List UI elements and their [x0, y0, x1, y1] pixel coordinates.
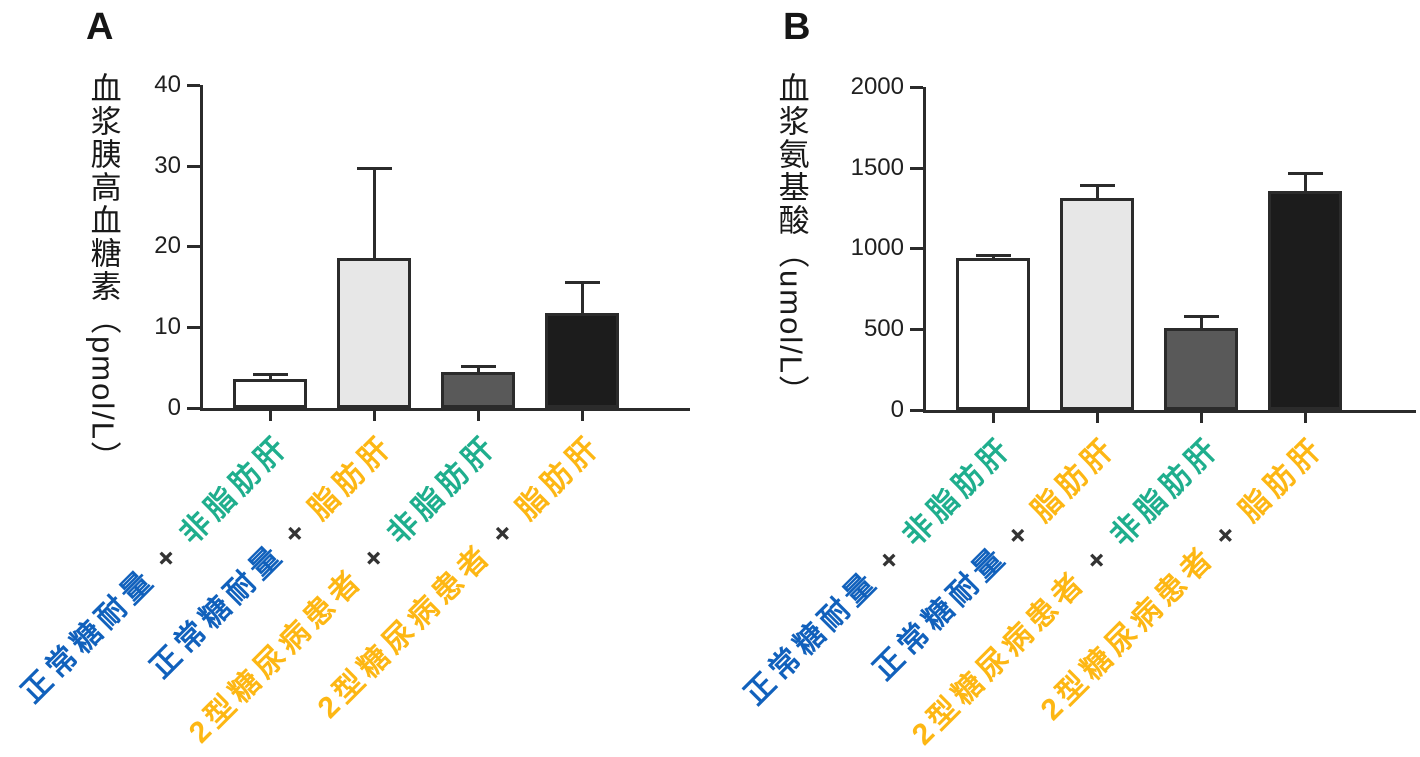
x-category-segment: 2型糖尿病患者 — [311, 537, 499, 725]
x-category-segment: 2型糖尿病患者 — [182, 562, 371, 750]
error-bar-cap — [1079, 184, 1115, 187]
panel-a-label: A — [86, 6, 114, 48]
x-category-segment: 正常糖耐量 — [15, 562, 163, 710]
x-tick — [1200, 413, 1203, 423]
x-tick — [373, 411, 376, 421]
y-tick-label: 2000 — [850, 73, 904, 100]
bar — [1060, 198, 1134, 410]
bar — [1164, 328, 1238, 410]
error-bar-whisker — [1096, 184, 1099, 204]
y-tick-label: 1500 — [850, 154, 904, 181]
panel-a-y-axis-title: 血浆胰高血糖素（pmol/L） — [85, 72, 121, 475]
x-axis-line — [200, 408, 690, 411]
x-tick — [269, 411, 272, 421]
y-axis-line — [200, 85, 203, 411]
y-tick — [187, 407, 200, 410]
x-category-segment: 脂肪肝 — [510, 428, 608, 527]
bar — [545, 313, 619, 408]
y-axis-line — [923, 87, 926, 413]
x-tick — [992, 413, 995, 423]
panel-b-label: B — [783, 6, 811, 48]
panel-b-plot-area: 2000 1500 1000 500 0 正常糖耐量 + 非脂肪肝 正常糖耐量 + 脂肪肝 2… — [738, 75, 1416, 752]
error-bar-cap — [1183, 315, 1219, 318]
y-tick-label: 20 — [154, 232, 181, 259]
bar — [233, 379, 307, 408]
error-bar-cap — [356, 167, 392, 170]
x-tick — [1304, 413, 1307, 423]
bar — [337, 258, 411, 408]
error-bar-cap — [564, 281, 600, 284]
x-tick — [477, 411, 480, 421]
y-tick — [910, 328, 923, 331]
y-tick-label: 1000 — [850, 234, 904, 261]
y-tick — [910, 409, 923, 412]
x-category-segment: 脂肪肝 — [1025, 430, 1123, 529]
error-bar-cap — [460, 365, 496, 368]
error-bar-whisker — [581, 281, 584, 319]
y-tick-label: 40 — [154, 71, 181, 98]
x-tick — [581, 411, 584, 421]
y-tick — [187, 165, 200, 168]
y-tick-label: 0 — [167, 394, 181, 421]
x-category-segment: 脂肪肝 — [1233, 430, 1331, 529]
y-tick-label: 0 — [890, 396, 904, 423]
x-category-segment: 正常糖耐量 — [738, 564, 886, 712]
x-category-segment: 脂肪肝 — [302, 428, 400, 527]
x-category-segment: 2型糖尿病患者 — [905, 564, 1094, 752]
panel-a-plot-area: 40 30 20 10 0 正常糖耐量 + 非脂肪肝 正常糖耐量 + 脂肪肝 2型糖尿病患者 … — [15, 73, 690, 750]
error-bar-cap — [975, 254, 1011, 257]
y-tick — [187, 326, 200, 329]
bar — [441, 372, 515, 408]
x-axis-line — [923, 410, 1416, 413]
error-bar-whisker — [373, 167, 376, 264]
y-tick — [187, 245, 200, 248]
y-tick-label: 500 — [863, 315, 904, 342]
bar — [1268, 191, 1342, 410]
error-bar-whisker — [1304, 172, 1307, 197]
y-tick — [910, 167, 923, 170]
x-tick — [1096, 413, 1099, 423]
error-bar-cap — [1287, 172, 1323, 175]
y-tick — [910, 247, 923, 250]
bar — [956, 258, 1030, 410]
error-bar-whisker — [1200, 315, 1203, 334]
y-tick — [910, 86, 923, 89]
x-category-segment: 2型糖尿病患者 — [1034, 539, 1222, 727]
y-tick-label: 30 — [154, 152, 181, 179]
error-bar-whisker — [477, 365, 480, 378]
error-bar-cap — [252, 373, 288, 376]
panel-b-y-axis-title: 血浆氨基酸（umol/L） — [773, 72, 809, 409]
y-tick — [187, 84, 200, 87]
y-tick-label: 10 — [154, 313, 181, 340]
